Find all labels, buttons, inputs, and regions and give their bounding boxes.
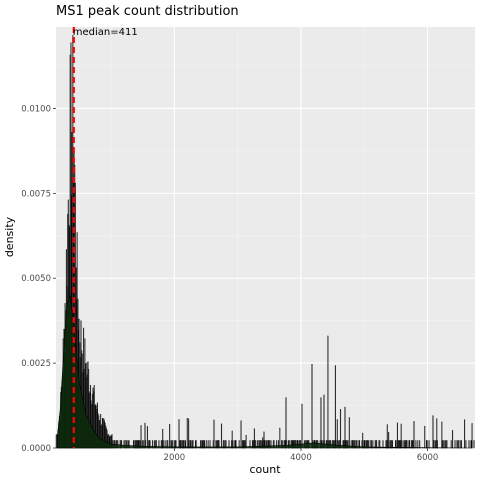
plot-panel [56,27,475,448]
histogram-bar [473,440,475,449]
y-tick-label: 0.0100 [21,104,51,114]
x-tick-label: 6000 [417,453,439,463]
x-tick-label: 4000 [290,453,312,463]
y-axis-label: density [3,216,16,257]
y-tick-label: 0.0050 [21,274,51,284]
chart-title: MS1 peak count distribution [56,4,239,19]
density-curve-area [56,295,472,449]
y-tick-label: 0.0075 [21,189,51,199]
median-annotation: median=411 [73,27,138,38]
y-tick-label: 0.0025 [21,359,51,369]
x-tick-label: 2000 [164,453,186,463]
x-axis-ticks: 2000 4000 6000 [164,448,439,463]
histogram-bar [471,423,473,449]
y-axis-ticks: 0.0000 0.0025 0.0050 0.0075 0.0100 [21,104,56,454]
x-axis-label: count [249,463,281,476]
y-tick-label: 0.0000 [21,444,51,454]
